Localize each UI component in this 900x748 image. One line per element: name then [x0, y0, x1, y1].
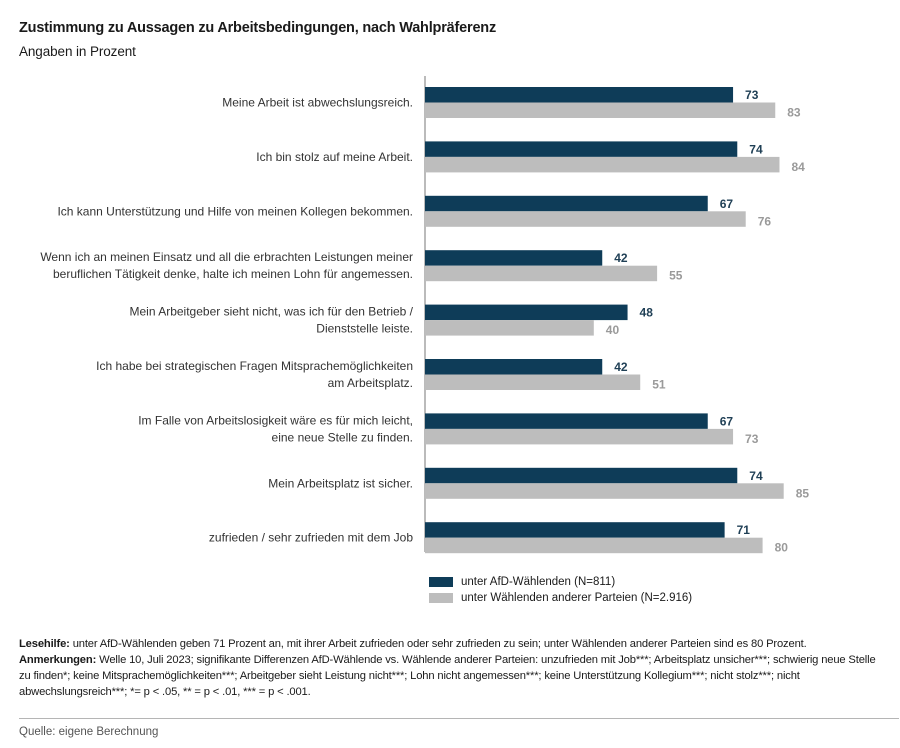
- value-label-other: 73: [745, 432, 759, 446]
- category-label: Mein Arbeitsplatz ist sicher.: [268, 476, 413, 490]
- reading-aid-text: unter AfD-Wählenden geben 71 Prozent an,…: [69, 638, 807, 650]
- value-label-afd: 74: [749, 469, 763, 483]
- category-label: Meine Arbeit ist abwechslungsreich.: [222, 96, 413, 110]
- bar-afd: [425, 304, 628, 321]
- category-label: eine neue Stelle zu finden.: [272, 430, 413, 444]
- category-label: beruflichen Tätigkeit denke, halte ich m…: [53, 267, 413, 281]
- bar-afd: [425, 359, 603, 375]
- bar-other: [425, 211, 746, 227]
- notes: Lesehilfe: unter AfD-Wählenden geben 71 …: [19, 636, 879, 700]
- value-label-other: 40: [606, 323, 620, 337]
- bar-afd: [425, 141, 738, 157]
- bar-chart: Meine Arbeit ist abwechslungsreich. 73 83 I…: [40, 76, 810, 555]
- category-label: Mein Arbeitgeber sieht nicht, was ich fü…: [130, 305, 414, 319]
- value-label-afd: 67: [720, 197, 734, 211]
- bar-other: [425, 320, 594, 336]
- bar-other: [425, 537, 763, 554]
- category-label: am Arbeitsplatz.: [328, 376, 413, 390]
- footer-divider: [19, 718, 899, 719]
- reading-aid: Lesehilfe: unter AfD-Wählenden geben 71 …: [19, 636, 879, 652]
- remarks-text: Welle 10, Juli 2023; signifikante Differ…: [19, 654, 876, 698]
- bar-afd: [425, 522, 725, 538]
- bar-other: [425, 102, 776, 118]
- reading-aid-label: Lesehilfe:: [19, 638, 70, 650]
- chart-subtitle: Angaben in Prozent: [19, 44, 136, 59]
- legend-label-other: unter Wählenden anderer Parteien (N=2.91…: [461, 592, 693, 604]
- value-label-other: 51: [652, 378, 666, 392]
- value-label-other: 84: [791, 160, 805, 174]
- value-label-afd: 67: [720, 414, 734, 428]
- bar-other: [425, 265, 658, 282]
- value-label-other: 55: [669, 269, 683, 283]
- value-label-other: 76: [758, 214, 772, 228]
- category-label: zufrieden / sehr zufrieden mit dem Job: [209, 531, 413, 545]
- value-label-other: 85: [796, 486, 810, 500]
- category-label: Wenn ich an meinen Einsatz und all die e…: [40, 250, 413, 264]
- legend-swatch-afd: [429, 577, 453, 587]
- value-label-afd: 73: [745, 88, 759, 102]
- legend-item-afd: unter AfD-Wählenden (N=811): [429, 574, 692, 590]
- category-label: Ich kann Unterstützung und Hilfe von mei…: [57, 204, 413, 218]
- value-label-afd: 42: [614, 360, 628, 374]
- value-label-afd: 48: [640, 306, 654, 320]
- category-label: Ich bin stolz auf meine Arbeit.: [256, 150, 413, 164]
- bar-afd: [425, 467, 738, 484]
- bar-other: [425, 428, 734, 445]
- legend-label-afd: unter AfD-Wählenden (N=811): [461, 576, 616, 588]
- source-note: Quelle: eigene Berechnung: [19, 726, 159, 738]
- legend: unter AfD-Wählenden (N=811) unter Wählen…: [429, 574, 692, 606]
- legend-swatch-other: [429, 593, 453, 603]
- bar-other: [425, 483, 784, 499]
- bar-afd: [425, 250, 603, 266]
- value-label-afd: 74: [749, 142, 763, 156]
- bar-afd: [425, 413, 708, 429]
- category-label: Ich habe bei strategischen Fragen Mitspr…: [96, 359, 413, 373]
- remarks-label: Anmerkungen:: [19, 654, 97, 666]
- category-label: Dienststelle leiste.: [316, 322, 413, 336]
- category-label: Im Falle von Arbeitslosigkeit wäre es fü…: [138, 413, 413, 427]
- bar-afd: [425, 87, 734, 103]
- chart-title: Zustimmung zu Aussagen zu Arbeitsbedingu…: [19, 20, 497, 36]
- value-label-other: 83: [787, 106, 801, 120]
- legend-item-other: unter Wählenden anderer Parteien (N=2.91…: [429, 590, 692, 606]
- bar-other: [425, 374, 641, 390]
- value-label-afd: 42: [614, 251, 628, 265]
- remarks: Anmerkungen: Welle 10, Juli 2023; signif…: [19, 652, 879, 700]
- bar-afd: [425, 195, 708, 212]
- value-label-other: 80: [775, 541, 789, 555]
- bar-other: [425, 156, 780, 173]
- value-label-afd: 71: [737, 523, 751, 537]
